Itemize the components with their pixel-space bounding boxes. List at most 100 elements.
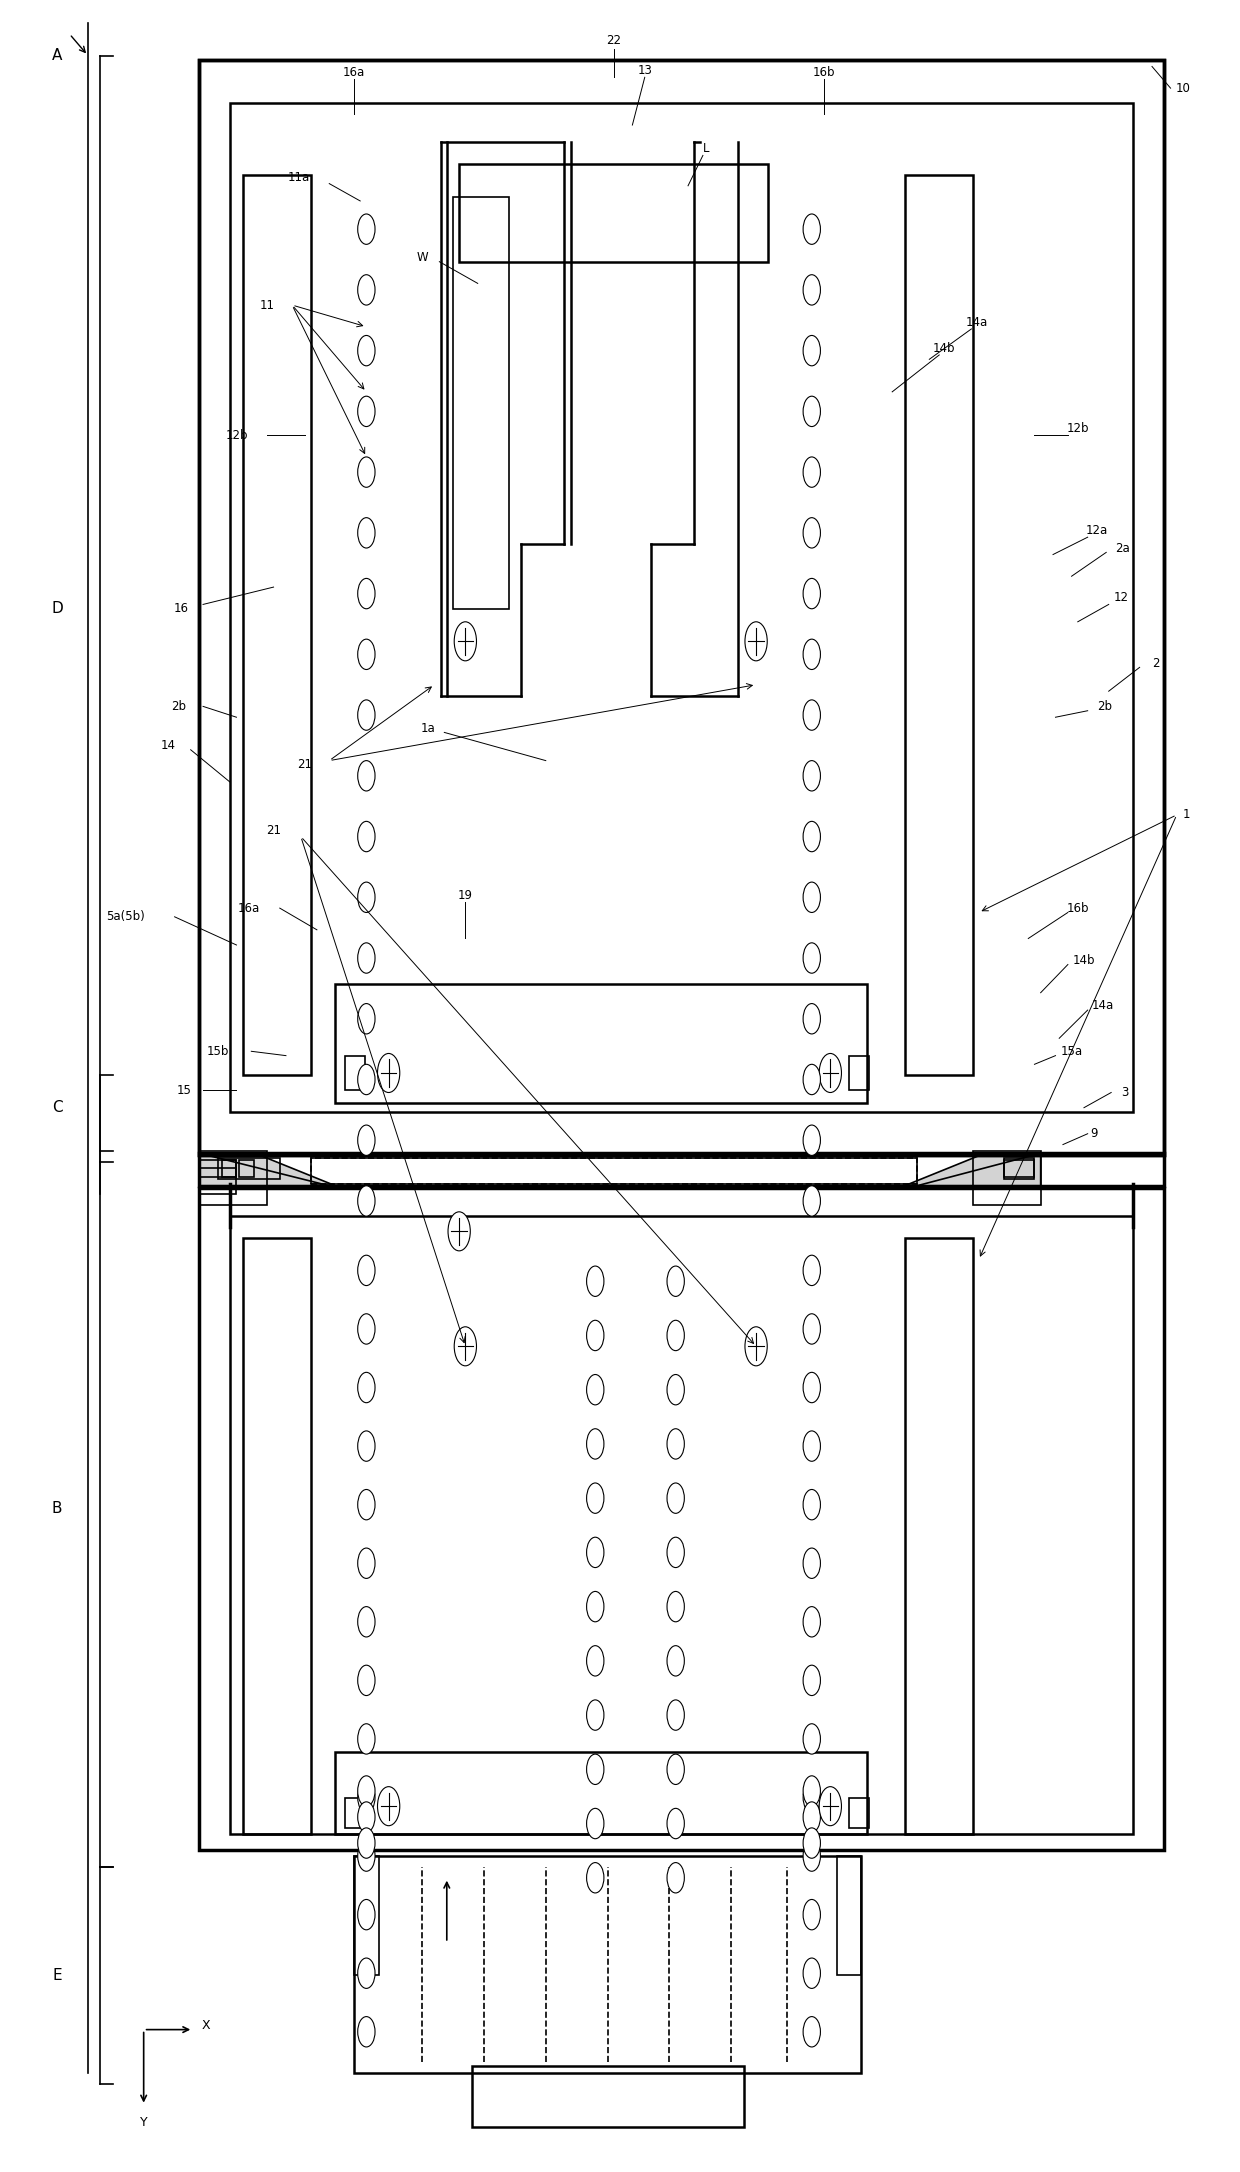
Circle shape (357, 1900, 374, 1931)
Bar (453, 198, 508, 608)
Text: 2: 2 (1152, 656, 1159, 669)
Circle shape (587, 1809, 604, 1840)
Circle shape (804, 1777, 821, 1807)
Circle shape (804, 760, 821, 791)
Circle shape (357, 215, 374, 243)
Circle shape (357, 1314, 374, 1344)
Text: 15a: 15a (1060, 1045, 1083, 1058)
Text: 12b: 12b (226, 428, 248, 441)
Circle shape (357, 1186, 374, 1216)
Text: L: L (703, 143, 709, 156)
Circle shape (804, 1490, 821, 1520)
Bar (471, 2066, 744, 2126)
Circle shape (357, 1490, 374, 1520)
Circle shape (667, 1538, 684, 1568)
Bar (837, 1857, 862, 1974)
Circle shape (804, 2016, 821, 2046)
Circle shape (804, 395, 821, 426)
Text: 11a: 11a (288, 172, 310, 185)
Text: 5a(5b): 5a(5b) (105, 910, 145, 923)
Circle shape (804, 1373, 821, 1403)
Circle shape (357, 1829, 374, 1859)
Circle shape (804, 274, 821, 304)
Polygon shape (904, 1153, 1040, 1186)
Circle shape (804, 1842, 821, 1872)
Circle shape (804, 1957, 821, 1987)
Circle shape (804, 517, 821, 547)
Bar (239, 1160, 254, 1177)
Circle shape (804, 821, 821, 851)
Circle shape (357, 1666, 374, 1696)
Text: 3: 3 (1121, 1086, 1128, 1099)
Circle shape (357, 1125, 374, 1156)
Circle shape (820, 1053, 842, 1093)
Text: 11: 11 (260, 298, 275, 311)
Circle shape (804, 578, 821, 608)
Bar (345, 1798, 365, 1829)
Circle shape (667, 1755, 684, 1785)
Bar (849, 1056, 869, 1090)
Bar (345, 1056, 365, 1090)
Text: 14b: 14b (932, 341, 955, 354)
Bar (311, 1158, 916, 1184)
Bar (200, 61, 1164, 1156)
Text: 16b: 16b (1066, 901, 1089, 914)
Circle shape (587, 1538, 604, 1568)
Circle shape (357, 1431, 374, 1462)
Bar (200, 1151, 268, 1205)
Circle shape (357, 1373, 374, 1403)
Bar (218, 1158, 280, 1179)
Bar (904, 1238, 972, 1835)
Circle shape (357, 274, 374, 304)
Circle shape (357, 1777, 374, 1807)
Text: 12: 12 (1114, 591, 1128, 604)
Bar (459, 165, 769, 261)
Bar (904, 176, 972, 1075)
Circle shape (804, 215, 821, 243)
Text: 13: 13 (637, 65, 652, 78)
Circle shape (357, 1549, 374, 1579)
Text: 16b: 16b (813, 67, 836, 80)
Text: 9: 9 (1090, 1127, 1097, 1140)
Text: 12a: 12a (1085, 523, 1107, 536)
Circle shape (357, 1783, 374, 1814)
Circle shape (587, 1321, 604, 1351)
Text: 16: 16 (174, 602, 188, 615)
Circle shape (587, 1375, 604, 1405)
Text: 2b: 2b (1097, 699, 1112, 712)
Circle shape (587, 1266, 604, 1297)
Circle shape (804, 456, 821, 487)
Text: 16a: 16a (238, 901, 260, 914)
Circle shape (357, 1842, 374, 1872)
Text: E: E (52, 1968, 62, 1983)
Circle shape (804, 1064, 821, 1095)
Circle shape (804, 1666, 821, 1696)
Circle shape (804, 1003, 821, 1034)
Circle shape (357, 882, 374, 912)
Circle shape (667, 1592, 684, 1622)
Bar (353, 1857, 862, 2072)
Bar (311, 1158, 916, 1184)
Circle shape (357, 1003, 374, 1034)
Bar (231, 1216, 1133, 1835)
Bar (200, 1169, 237, 1195)
Text: W: W (417, 250, 428, 263)
Circle shape (357, 760, 374, 791)
Circle shape (804, 1803, 821, 1833)
Text: 12b: 12b (1066, 421, 1089, 434)
Circle shape (357, 1255, 374, 1286)
Circle shape (357, 2016, 374, 2046)
Text: 14b: 14b (1073, 954, 1095, 967)
Text: Y: Y (140, 2116, 148, 2129)
Circle shape (804, 1314, 821, 1344)
Circle shape (587, 1755, 604, 1785)
Text: 22: 22 (606, 35, 621, 48)
Text: 14a: 14a (965, 315, 987, 328)
Text: A: A (52, 48, 62, 63)
Text: D: D (51, 602, 63, 617)
Bar (353, 1857, 378, 1974)
Circle shape (357, 456, 374, 487)
Circle shape (804, 1255, 821, 1286)
Circle shape (357, 1725, 374, 1755)
Circle shape (804, 882, 821, 912)
